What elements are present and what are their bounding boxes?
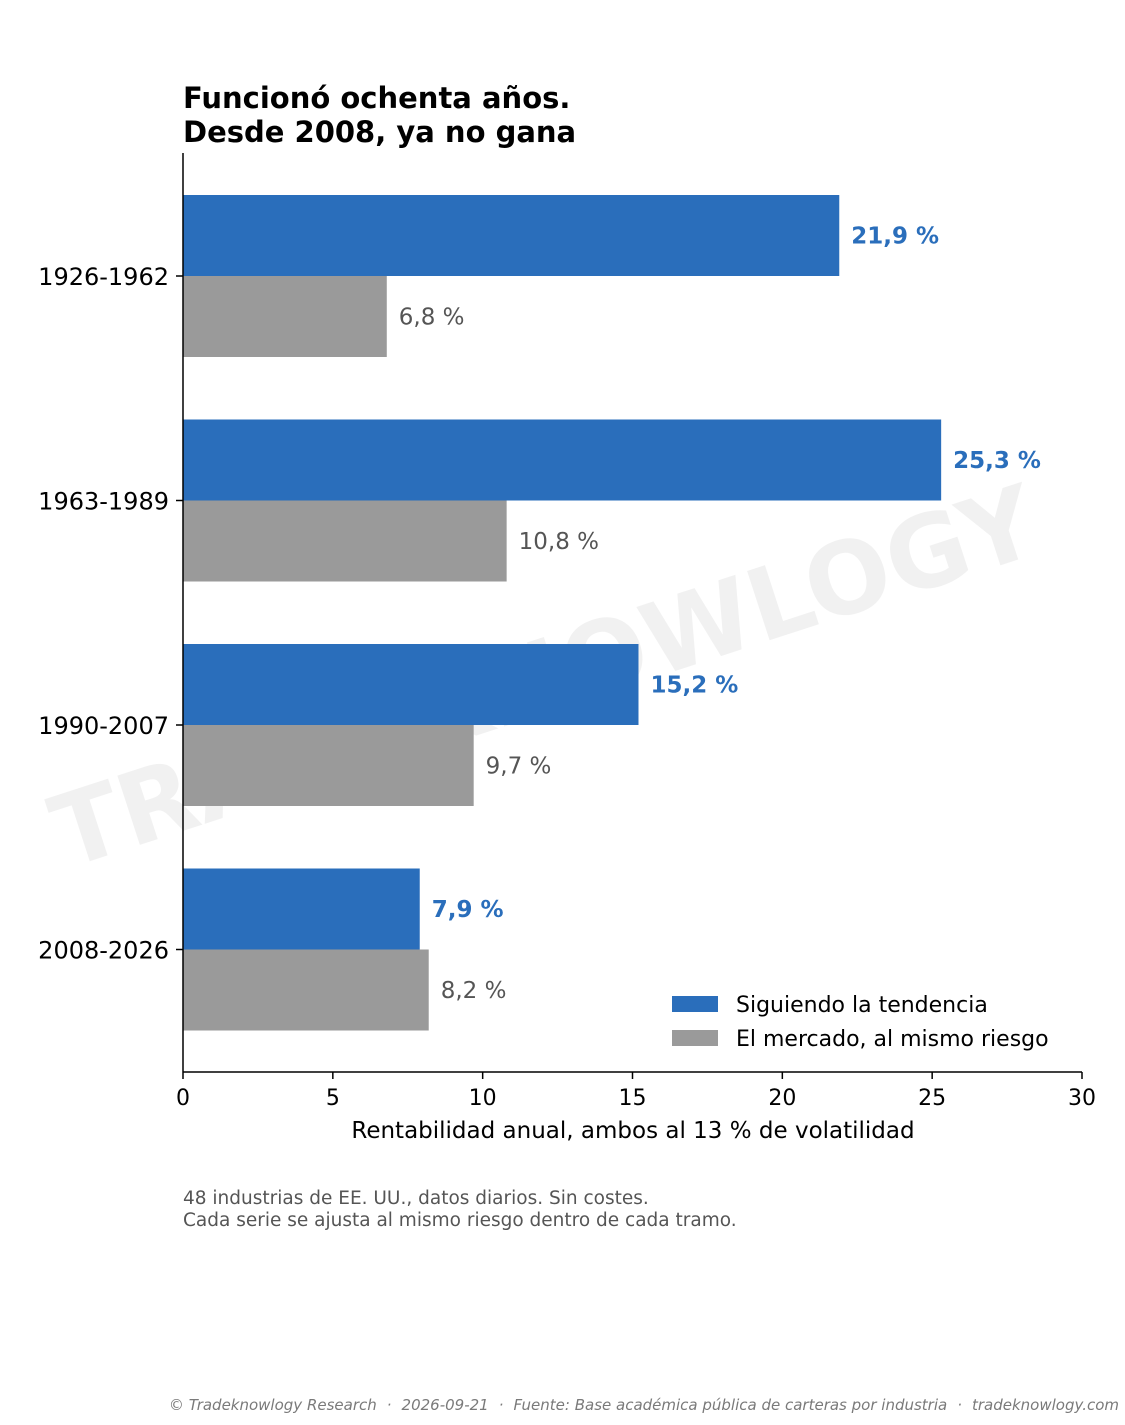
- x-tick-label: 30: [1068, 1086, 1096, 1111]
- data-label-market-1990-2007: 9,7 %: [486, 754, 552, 780]
- chart-title-line-1: Funcionó ochenta años.: [183, 81, 570, 115]
- data-label-market-1926-1962: 6,8 %: [399, 305, 465, 331]
- data-label-trend-1926-1962: 21,9 %: [851, 224, 939, 250]
- data-label-trend-1990-2007: 15,2 %: [650, 673, 738, 699]
- y-axis: 1926-1962 1963-1989 1990-2007 2008-2026: [38, 153, 184, 1072]
- legend-label-trend: Siguiendo la tendencia: [736, 993, 988, 1018]
- bar-market-1990-2007: [183, 725, 474, 806]
- data-label-market-1963-1989: 10,8 %: [519, 529, 599, 555]
- bar-trend-1990-2007: [183, 644, 639, 725]
- x-tick-label: 5: [326, 1086, 340, 1111]
- legend-swatch-trend: [672, 996, 718, 1012]
- x-tick-label: 15: [619, 1086, 647, 1111]
- footer-separator: ·: [386, 1396, 392, 1414]
- x-tick-label: 0: [176, 1086, 190, 1111]
- legend: Siguiendo la tendencia El mercado, al mi…: [672, 993, 1049, 1052]
- footer-site: tradeknowlogy.com: [971, 1396, 1119, 1414]
- chart-notes: 48 industrias de EE. UU., datos diarios.…: [183, 1188, 737, 1232]
- chart-title-line-2: Desde 2008, ya no gana: [183, 115, 576, 149]
- footer-source: Fuente: Base académica pública de carter…: [513, 1396, 948, 1414]
- y-tick-label: 1963-1989: [38, 488, 169, 516]
- data-label-trend-1963-1989: 25,3 %: [953, 448, 1041, 474]
- data-label-trend-2008-2026: 7,9 %: [432, 897, 504, 923]
- legend-label-market: El mercado, al mismo riesgo: [736, 1027, 1049, 1052]
- note-line-1: 48 industrias de EE. UU., datos diarios.…: [183, 1188, 649, 1209]
- y-tick-label: 2008-2026: [38, 937, 169, 965]
- footer-separator: ·: [957, 1396, 962, 1414]
- bar-market-2008-2026: [183, 949, 429, 1031]
- bar-trend-1963-1989: [183, 419, 942, 501]
- x-axis: 0 5 10 15 20 25 30: [176, 1071, 1096, 1111]
- data-label-market-2008-2026: 8,2 %: [441, 978, 507, 1004]
- bar-trend-2008-2026: [183, 868, 420, 950]
- bar-market-1963-1989: [183, 500, 507, 582]
- footer-separator: ·: [498, 1396, 504, 1414]
- bar-market-1926-1962: [183, 276, 387, 357]
- x-tick-label: 25: [918, 1086, 946, 1111]
- data-labels-group: 21,9 % 6,8 % 25,3 % 10,8 % 15,2 % 9,7 % 7,9 % 8…: [399, 224, 1041, 1005]
- x-tick-label: 20: [768, 1086, 796, 1111]
- legend-swatch-market: [672, 1030, 718, 1046]
- x-axis-label: Rentabilidad anual, ambos al 13 % de vol…: [351, 1118, 914, 1144]
- x-tick-label: 10: [469, 1086, 497, 1111]
- bar-trend-1926-1962: [183, 195, 840, 276]
- footer-copyright: © Tradeknowlogy Research: [168, 1396, 377, 1414]
- footer: © Tradeknowlogy Research · 2026-09-21 · Fuen…: [169, 1396, 1119, 1414]
- footer-date: 2026-09-21: [401, 1396, 489, 1414]
- note-line-2: Cada serie se ajusta al mismo riesgo den…: [183, 1210, 737, 1231]
- bars-group: [183, 195, 942, 1031]
- y-tick-label: 1926-1962: [38, 263, 169, 291]
- y-tick-label: 1990-2007: [38, 712, 169, 740]
